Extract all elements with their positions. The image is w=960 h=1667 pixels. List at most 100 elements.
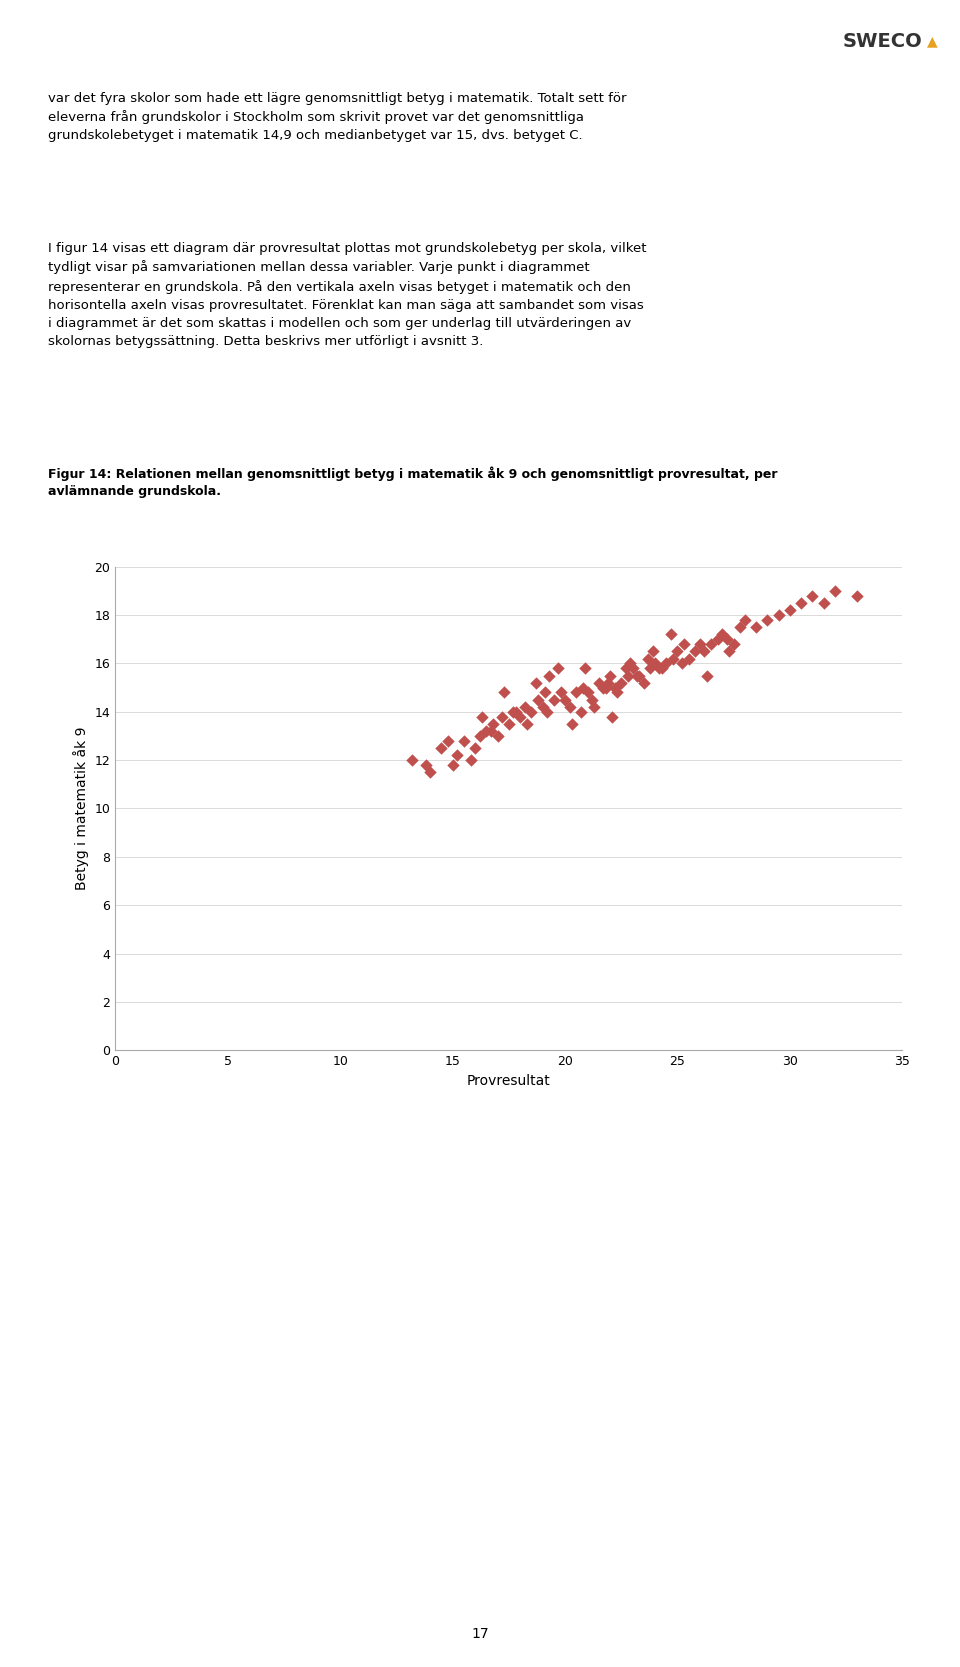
Point: [496, 678, 512, 705]
Point: [513, 703, 528, 730]
Point: [605, 703, 620, 730]
Point: [665, 645, 681, 672]
Point: [551, 655, 566, 682]
Point: [609, 678, 624, 705]
Point: [422, 758, 438, 785]
Point: [490, 723, 505, 750]
Point: [620, 662, 636, 688]
Point: [523, 698, 539, 725]
Point: [607, 673, 622, 700]
Point: [558, 687, 573, 713]
Point: [828, 578, 843, 605]
Point: [645, 638, 660, 665]
Point: [468, 735, 483, 762]
Point: [850, 582, 865, 608]
Point: [535, 693, 550, 720]
Point: [537, 678, 552, 705]
Point: [546, 687, 562, 713]
Point: [449, 742, 465, 768]
Point: [578, 655, 593, 682]
Point: [722, 638, 737, 665]
Point: [613, 670, 629, 697]
Text: 17: 17: [471, 1627, 489, 1640]
Point: [501, 710, 516, 737]
Point: [404, 747, 420, 773]
Point: [598, 673, 613, 700]
Point: [595, 673, 611, 700]
Point: [580, 678, 595, 705]
Point: [670, 638, 685, 665]
Point: [600, 670, 615, 697]
Point: [816, 590, 831, 617]
Point: [794, 590, 809, 617]
Point: [463, 747, 478, 773]
Point: [479, 718, 494, 745]
Point: [573, 698, 588, 725]
Point: [418, 752, 433, 778]
Point: [636, 670, 652, 697]
Point: [472, 723, 488, 750]
Point: [782, 597, 798, 623]
Point: [681, 645, 696, 672]
X-axis label: Provresultat: Provresultat: [467, 1074, 551, 1087]
Point: [494, 703, 510, 730]
Point: [483, 718, 498, 745]
Y-axis label: Betyg i matematik åk 9: Betyg i matematik åk 9: [73, 727, 89, 890]
Point: [541, 662, 557, 688]
Point: [553, 678, 568, 705]
Point: [528, 670, 543, 697]
Point: [697, 638, 712, 665]
Point: [771, 602, 786, 628]
Point: [591, 670, 607, 697]
Point: [640, 645, 656, 672]
Point: [737, 607, 753, 633]
Point: [719, 627, 734, 653]
Point: [804, 582, 820, 608]
Point: [687, 638, 703, 665]
Point: [456, 727, 471, 753]
Point: [506, 698, 521, 725]
Point: [677, 630, 692, 657]
Point: [704, 630, 719, 657]
Point: [508, 698, 523, 725]
Text: SWECO: SWECO: [843, 32, 923, 52]
Point: [663, 622, 679, 648]
Point: [692, 630, 708, 657]
Point: [434, 735, 449, 762]
Point: [632, 662, 647, 688]
Point: [643, 655, 659, 682]
Text: I figur 14 visas ett diagram där provresultat plottas mot grundskolebetyg per sk: I figur 14 visas ett diagram där provres…: [48, 242, 646, 348]
Point: [564, 710, 580, 737]
Point: [674, 650, 689, 677]
Point: [715, 622, 731, 648]
Point: [602, 662, 617, 688]
Point: [623, 650, 638, 677]
Text: Figur 14: Relationen mellan genomsnittligt betyg i matematik åk 9 och genomsnitt: Figur 14: Relationen mellan genomsnittli…: [48, 467, 778, 498]
Point: [630, 662, 645, 688]
Point: [540, 698, 555, 725]
Point: [441, 727, 456, 753]
Point: [530, 687, 545, 713]
Point: [562, 693, 577, 720]
Point: [647, 650, 662, 677]
Point: [585, 687, 600, 713]
Point: [444, 752, 460, 778]
Point: [699, 662, 714, 688]
Point: [759, 607, 775, 633]
Point: [618, 655, 634, 682]
Point: [726, 630, 741, 657]
Text: var det fyra skolor som hade ett lägre genomsnittligt betyg i matematik. Totalt : var det fyra skolor som hade ett lägre g…: [48, 92, 627, 142]
Point: [654, 655, 669, 682]
Point: [486, 710, 501, 737]
Point: [516, 693, 532, 720]
Point: [652, 655, 667, 682]
Point: [625, 655, 640, 682]
Point: [732, 613, 748, 640]
Point: [568, 678, 584, 705]
Point: [587, 693, 602, 720]
Point: [710, 627, 726, 653]
Point: [659, 650, 674, 677]
Point: [519, 710, 535, 737]
Point: [474, 703, 490, 730]
Point: [575, 673, 590, 700]
